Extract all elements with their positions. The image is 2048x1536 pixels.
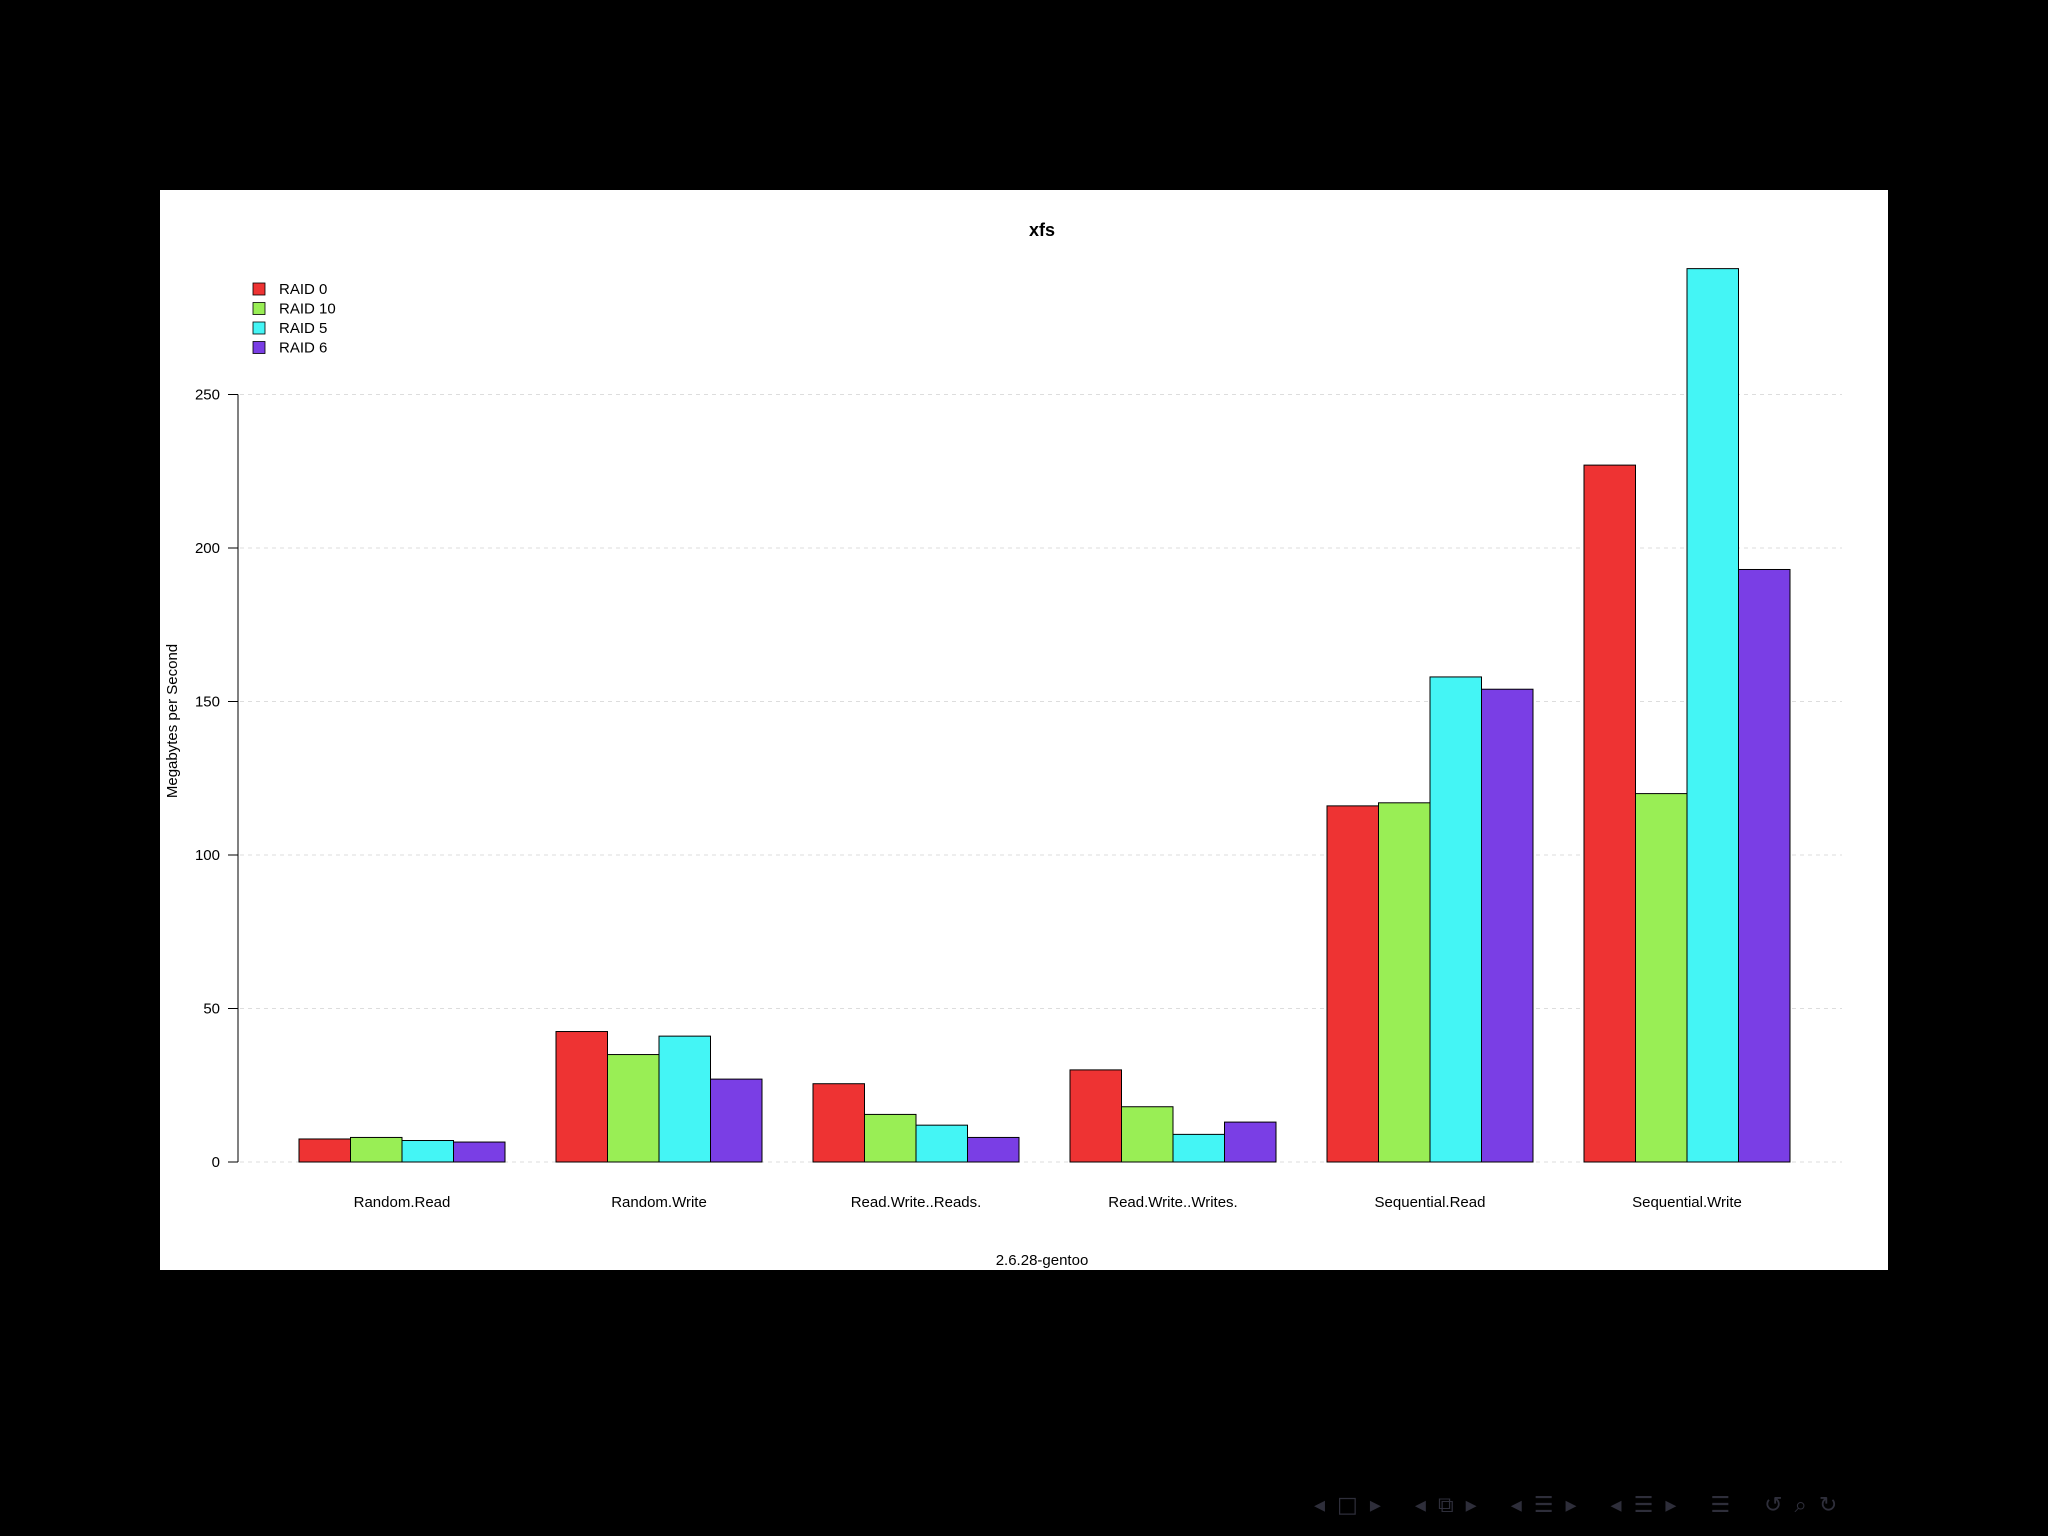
bar-raid-10-random-write [607, 1054, 660, 1163]
bar-raid-0-sequential-write [1583, 464, 1636, 1163]
prev-frame-arrow-icon[interactable]: ◂ [1314, 1493, 1326, 1518]
x-axis-title: 2.6.28-gentoo [996, 1252, 1089, 1269]
bar-raid-10-read-write--reads- [864, 1113, 917, 1163]
y-tick-label: 100 [195, 847, 220, 864]
bar-raid-6-random-read [453, 1141, 506, 1163]
y-tick-label: 250 [195, 387, 220, 404]
beamer-navigation-bar: ◂ □ ▸ ◂ ⧉ ▸ ◂ ☰ ▸ ◂ ☰ ▸ ☰ ↺ ⌕ ↻ [1310, 1488, 2030, 1524]
y-axis-title: Megabytes per Second [164, 644, 181, 798]
next-section-arrow-icon[interactable]: ▸ [1565, 1493, 1577, 1518]
legend-label: RAID 6 [279, 340, 327, 357]
legend-swatch [252, 341, 266, 354]
y-tick-label: 200 [195, 540, 220, 557]
frame-icon[interactable]: □ [1337, 1493, 1358, 1518]
bar-raid-6-random-write [710, 1078, 763, 1163]
bar-raid-0-read-write--reads- [812, 1083, 865, 1163]
bars [298, 268, 1791, 1163]
legend-swatch [252, 282, 266, 296]
legend: RAID 0 RAID 10 RAID 5 RAID 6 [252, 281, 336, 357]
forward-icon[interactable]: ↻ [1818, 1493, 1838, 1518]
y-axis: 0 50 100 150 200 250 [195, 387, 239, 1171]
prev-presentation-arrow-icon[interactable]: ◂ [1610, 1493, 1622, 1518]
x-tick-label: Random.Read [354, 1194, 451, 1211]
bar-raid-5-read-write--reads- [915, 1124, 968, 1163]
bar-raid-10-sequential-read [1378, 802, 1431, 1163]
section-icon[interactable]: ☰ [1533, 1493, 1554, 1518]
y-tick-label: 0 [212, 1154, 220, 1171]
bar-raid-5-random-write [658, 1035, 711, 1163]
y-tick-label: 50 [203, 1001, 220, 1018]
bar-raid-5-random-read [401, 1140, 454, 1163]
bar-raid-10-read-write--writes- [1121, 1106, 1174, 1163]
bar-raid-6-sequential-read [1481, 688, 1534, 1163]
legend-swatch [252, 321, 266, 335]
toc-menu-icon[interactable]: ☰ [1710, 1493, 1731, 1518]
x-tick-label: Read.Write..Writes. [1108, 1194, 1237, 1211]
next-subsection-arrow-icon[interactable]: ▸ [1465, 1493, 1477, 1518]
bar-raid-0-random-write [555, 1031, 608, 1163]
x-tick-label: Read.Write..Reads. [851, 1194, 982, 1211]
legend-swatch [252, 302, 266, 315]
next-presentation-arrow-icon[interactable]: ▸ [1665, 1493, 1677, 1518]
legend-label: RAID 0 [279, 281, 327, 298]
bar-raid-10-random-read [350, 1136, 403, 1163]
x-tick-label: Sequential.Write [1632, 1194, 1742, 1211]
prev-section-arrow-icon[interactable]: ◂ [1510, 1493, 1522, 1518]
subsection-icon[interactable]: ⧉ [1437, 1493, 1454, 1518]
legend-label: RAID 10 [279, 301, 336, 318]
x-tick-labels: Random.Read Random.Write Read.Write..Reads… [354, 1194, 1742, 1211]
legend-label: RAID 5 [279, 320, 327, 337]
x-tick-label: Sequential.Read [1375, 1194, 1486, 1211]
x-tick-label: Random.Write [611, 1194, 707, 1211]
bar-raid-10-sequential-write [1635, 793, 1688, 1163]
next-frame-arrow-icon[interactable]: ▸ [1369, 1493, 1381, 1518]
bar-raid-5-sequential-write [1686, 268, 1739, 1163]
bar-raid-0-read-write--writes- [1069, 1069, 1122, 1163]
bar-raid-6-read-write--writes- [1224, 1121, 1277, 1163]
bar-raid-0-sequential-read [1326, 805, 1379, 1163]
prev-subsection-arrow-icon[interactable]: ◂ [1414, 1493, 1426, 1518]
search-icon[interactable]: ⌕ [1794, 1493, 1807, 1518]
chart-title: xfs [1029, 220, 1055, 240]
bar-raid-6-sequential-write [1738, 568, 1791, 1163]
bar-raid-0-random-read [298, 1138, 351, 1163]
back-icon[interactable]: ↺ [1764, 1493, 1783, 1518]
y-tick-label: 150 [195, 694, 220, 711]
presentation-icon[interactable]: ☰ [1633, 1493, 1654, 1518]
bar-raid-5-sequential-read [1429, 676, 1482, 1163]
grid-lines [240, 394, 1842, 1163]
bar-raid-6-read-write--reads- [967, 1136, 1020, 1163]
bar-raid-5-read-write--writes- [1172, 1133, 1225, 1163]
